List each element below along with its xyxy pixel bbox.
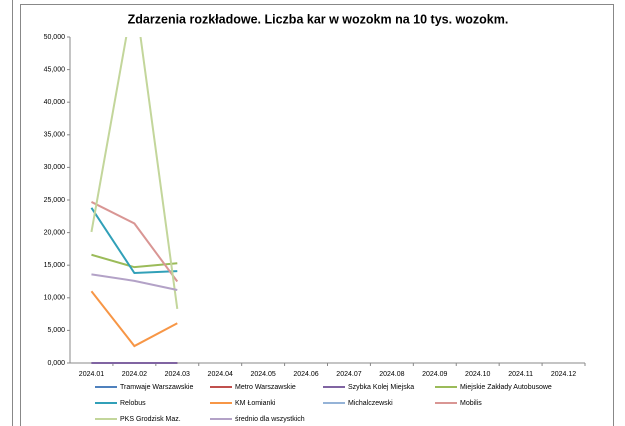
legend-label: Michalczewski [348,400,393,407]
series-line [91,201,179,283]
plot-area [90,37,179,364]
x-tick-label: 2024.06 [293,371,318,378]
y-tick-label: 20,000 [44,229,66,236]
legend-label: średnio dla wszystkich [235,416,305,423]
y-tick-label: 25,000 [44,197,66,204]
series-line [91,253,178,269]
x-tick-label: 2024.08 [379,371,404,378]
y-tick-label: 0,000 [47,360,65,367]
series-line [90,290,178,348]
legend-label: Miejskie Zakłady Autobusowe [460,384,552,391]
series-line [90,37,179,310]
x-tick-label: 2024.02 [122,371,147,378]
x-tick-label: 2024.10 [465,371,490,378]
y-tick-label: 5,000 [47,327,65,334]
x-tick-label: 2024.01 [79,371,104,378]
x-tick-label: 2024.07 [336,371,361,378]
y-tick-label: 50,000 [44,34,66,41]
chart-title: Zdarzenia rozkładowe. Liczba kar w wozok… [128,12,509,26]
x-tick-label: 2024.03 [165,371,190,378]
legend-label: PKS Grodzisk Maz. [120,416,181,423]
legend-label: Szybka Kolej Miejska [348,384,414,391]
series-line [90,207,178,275]
y-tick-label: 35,000 [44,132,66,139]
x-tick-label: 2024.12 [551,371,576,378]
legend-label: Relobus [120,400,146,407]
series-line [91,273,178,291]
y-tick-label: 40,000 [44,99,66,106]
x-tick-label: 2024.09 [422,371,447,378]
x-tick-label: 2024.04 [208,371,233,378]
x-tick-label: 2024.11 [508,371,533,378]
y-tick-label: 30,000 [44,164,66,171]
legend-label: Metro Warszawskie [235,384,296,391]
legend-label: KM Łomianki [235,400,276,407]
x-tick-label: 2024.05 [250,371,275,378]
legend-label: Mobilis [460,400,482,407]
y-tick-label: 15,000 [44,262,66,269]
y-tick-label: 10,000 [44,295,66,302]
legend-label: Tramwaje Warszawskie [120,384,193,391]
y-tick-label: 45,000 [44,66,66,73]
